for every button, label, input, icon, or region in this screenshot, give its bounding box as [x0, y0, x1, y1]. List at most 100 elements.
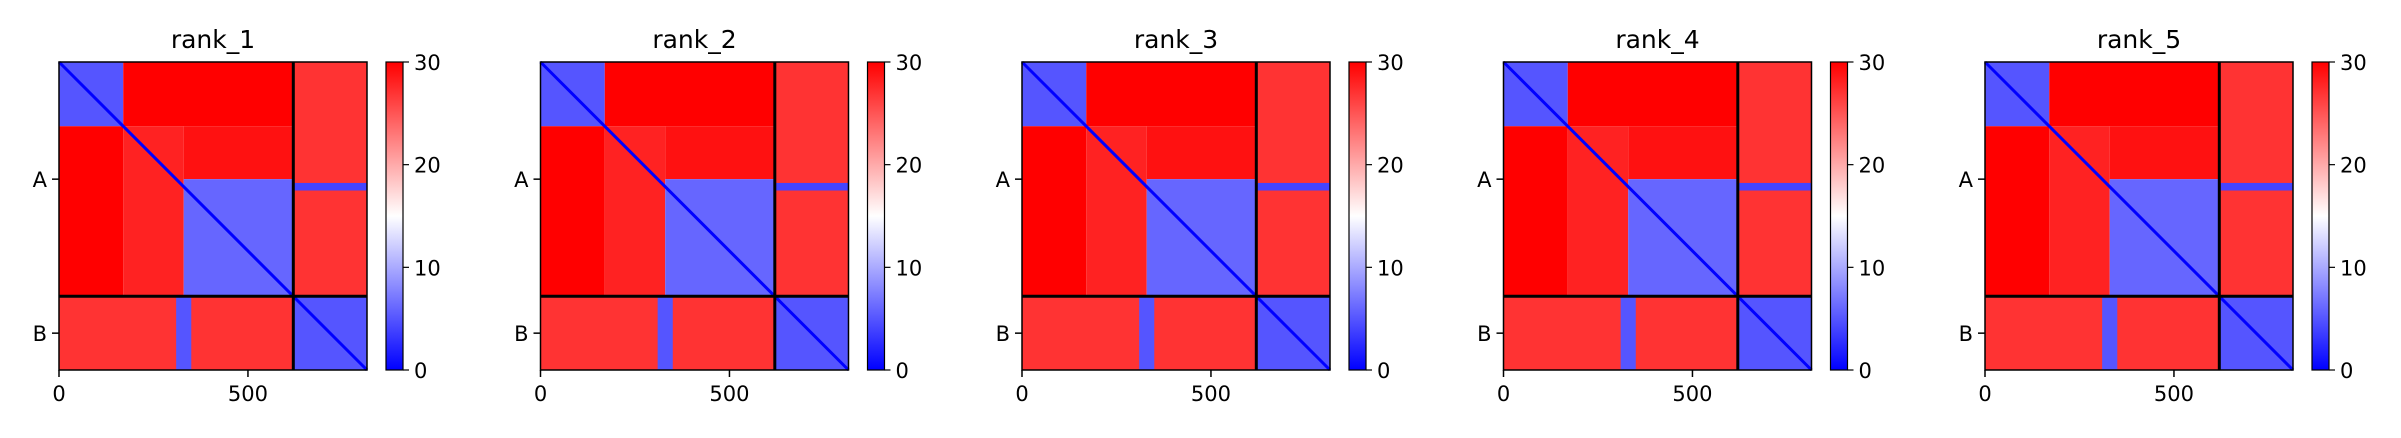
heatmap-block	[2049, 126, 2110, 297]
heatmap-block	[1086, 62, 1257, 127]
heatmap-block	[59, 126, 124, 297]
axes-frame	[1984, 61, 2294, 371]
heatmap-band-col	[657, 296, 673, 370]
colorbar-bar	[866, 61, 886, 371]
colorbar-tick-label: 10	[896, 256, 923, 280]
colorbar: 0 10 20 30	[2311, 51, 2367, 383]
colorbar-tick-label: 10	[2340, 256, 2367, 280]
colorbar-bar	[1829, 61, 1849, 371]
heatmap-band-col	[2102, 296, 2118, 370]
colorbar-bar	[385, 61, 404, 371]
panel-4: rank_4 0 500 A B 0 10 20 30	[1477, 25, 1885, 406]
y-tick-label-chain: A	[1477, 168, 1492, 192]
colorbar: 0 10 20 30	[1348, 51, 1404, 383]
colorbar-tick-label: 10	[1377, 256, 1404, 280]
panel-title: rank_1	[171, 25, 255, 54]
panel-2: rank_2 0 500 A B 0 10 20 30	[514, 25, 922, 406]
panel-title: rank_3	[1134, 25, 1218, 54]
colorbar-tick-label: 20	[1377, 154, 1404, 178]
heatmap-cells	[539, 60, 850, 372]
heatmap-diagonal	[57, 60, 369, 372]
heatmap-block	[604, 62, 775, 127]
heatmap-band-row	[1737, 182, 1812, 191]
colorbar-tick-label: 30	[2340, 51, 2367, 75]
colorbar-tick-label: 0	[896, 359, 909, 383]
axes-frame	[58, 61, 368, 371]
heatmap-cells	[1502, 60, 1813, 372]
colorbar-bar	[2311, 61, 2330, 371]
heatmap-band-row	[2219, 182, 2293, 191]
colorbar-tick-label: 10	[414, 256, 441, 280]
colorbar-tick-label: 0	[1859, 359, 1872, 383]
colorbar-tick-label: 30	[414, 51, 441, 75]
x-tick-label: 500	[709, 382, 749, 406]
heatmap-cells	[57, 60, 369, 372]
heatmap-block	[1086, 126, 1147, 297]
heatmap-band-row	[1256, 182, 1330, 191]
x-tick-label: 500	[2154, 382, 2194, 406]
heatmap-diagonal	[1020, 60, 1332, 372]
colorbar: 0 10 20 30	[1829, 51, 1886, 383]
y-tick-label-chain: B	[1477, 322, 1491, 346]
heatmap-block	[1567, 126, 1629, 297]
heatmap-band-col	[1139, 296, 1155, 370]
x-tick-label: 500	[1191, 382, 1231, 406]
colorbar-tick-label: 30	[1859, 51, 1886, 75]
colorbar: 0 10 20 30	[866, 51, 923, 383]
colorbar-tick-label: 10	[1859, 256, 1886, 280]
y-tick-label-chain: B	[996, 322, 1010, 346]
panel-1: rank_1 0 500 A B 0 10 20 30	[33, 25, 441, 406]
heatmap-block	[123, 126, 184, 297]
panel-title: rank_2	[652, 25, 736, 54]
heatmap-block	[665, 126, 775, 180]
heatmap-block	[1737, 62, 1812, 297]
axes-frame	[1021, 61, 1331, 371]
y-tick-label-chain: A	[33, 168, 48, 192]
y-tick-label-chain: A	[996, 168, 1011, 192]
heatmap-band-col	[1620, 296, 1636, 370]
axes-frame	[539, 61, 850, 371]
heatmap-block	[1146, 126, 1257, 180]
heatmap-block	[604, 126, 666, 297]
panel-5: rank_5 0 500 A B 0 10 20 30	[1959, 25, 2367, 406]
axes-frame	[1502, 61, 1813, 371]
heatmap-block	[293, 62, 367, 297]
colorbar-bar	[1348, 61, 1367, 371]
heatmap-block	[2219, 62, 2293, 297]
heatmap-block	[774, 62, 849, 297]
panel-title: rank_5	[2097, 25, 2181, 54]
colorbar-tick-label: 20	[414, 154, 441, 178]
heatmap-block	[1985, 126, 2050, 297]
x-tick-label: 0	[1015, 382, 1028, 406]
panel-3: rank_3 0 500 A B 0 10 20 30	[996, 25, 1404, 406]
x-tick-label: 0	[52, 382, 65, 406]
heatmap-block	[1567, 62, 1738, 127]
x-tick-label: 500	[228, 382, 268, 406]
heatmap-cells	[1983, 60, 2295, 372]
heatmap-block	[1256, 62, 1330, 297]
colorbar-tick-label: 20	[896, 154, 923, 178]
y-tick-label-chain: A	[1959, 168, 1974, 192]
y-tick-label-chain: B	[514, 322, 528, 346]
colorbar-tick-label: 0	[2340, 359, 2353, 383]
colorbar-tick-label: 30	[1377, 51, 1404, 75]
heatmap-band-col	[176, 296, 192, 370]
heatmap-block	[1022, 126, 1087, 297]
heatmap-band-row	[293, 182, 367, 191]
heatmap-block	[1628, 126, 1738, 180]
heatmap-cells	[1020, 60, 1332, 372]
x-tick-label: 0	[534, 382, 547, 406]
heatmap-diagonal	[1983, 60, 2295, 372]
heatmap-diagonal	[539, 60, 850, 372]
y-tick-label-chain: B	[33, 322, 47, 346]
heatmap-block	[123, 62, 294, 127]
colorbar-tick-label: 0	[1377, 359, 1390, 383]
y-tick-label-chain: A	[514, 168, 529, 192]
colorbar-tick-label: 20	[2340, 154, 2367, 178]
colorbar: 0 10 20 30	[385, 51, 441, 383]
x-tick-label: 500	[1672, 382, 1712, 406]
y-tick-label-chain: B	[1959, 322, 1973, 346]
heatmap-block	[2049, 62, 2220, 127]
